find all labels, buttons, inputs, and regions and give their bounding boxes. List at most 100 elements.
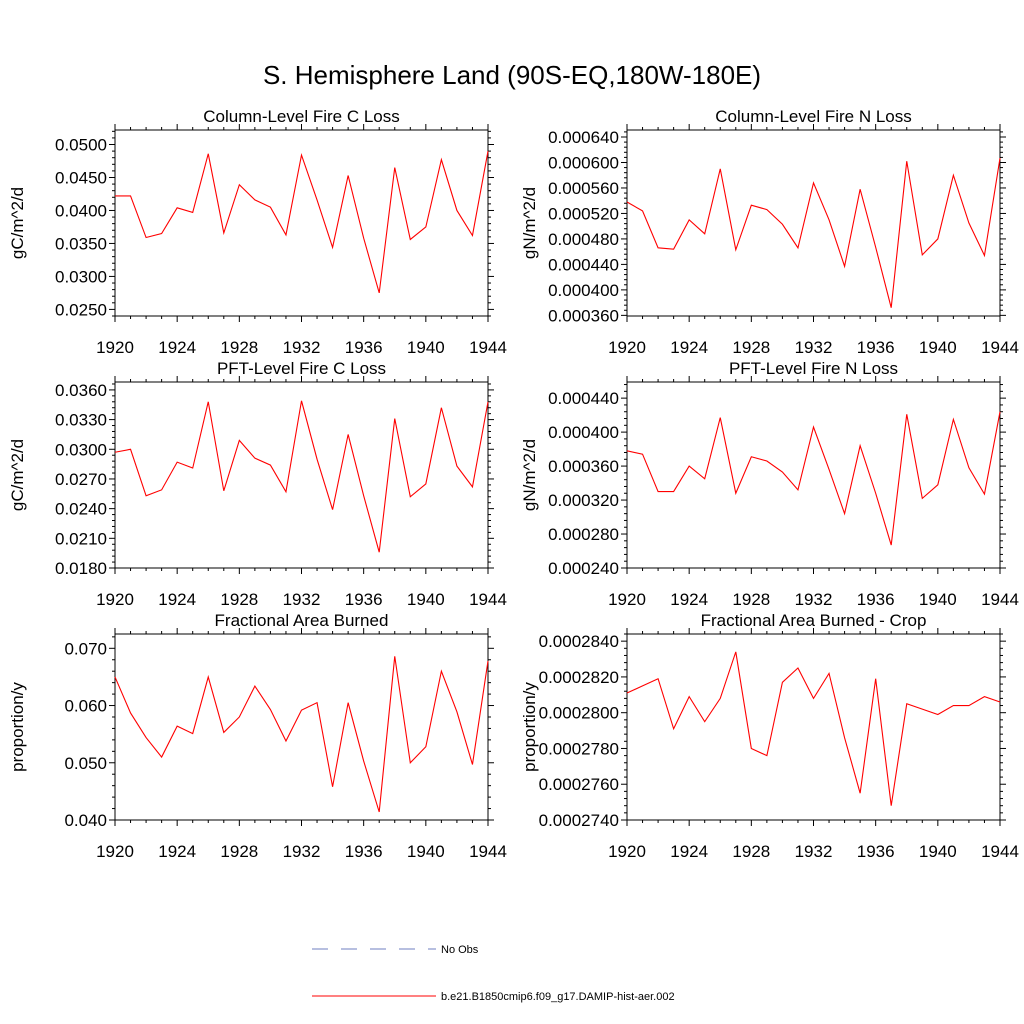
y-tick-label: 0.0002740 — [539, 811, 619, 830]
y-tick-label: 0.0300 — [55, 267, 107, 286]
y-tick-label: 0.0450 — [55, 168, 107, 187]
legend-label-1: No Obs — [441, 944, 479, 956]
series-line-1 — [114, 400, 489, 553]
y-tick-label: 0.0360 — [55, 381, 107, 400]
y-axis-label: gC/m^2/d — [8, 439, 27, 511]
x-tick-label: 1924 — [158, 842, 196, 861]
y-tick-label: 0.0270 — [55, 470, 107, 489]
x-tick-label: 1936 — [345, 842, 383, 861]
x-tick-label: 1932 — [283, 590, 321, 609]
series-line-1 — [114, 656, 489, 813]
x-tick-label: 1928 — [220, 590, 258, 609]
y-tick-label: 0.000360 — [548, 457, 619, 476]
figure-title: S. Hemisphere Land (90S-EQ,180W-180E) — [263, 60, 761, 90]
y-tick-label: 0.0002840 — [539, 632, 619, 651]
plot-frame — [114, 633, 489, 821]
panel-title: Fractional Area Burned — [215, 611, 389, 630]
x-tick-label: 1924 — [158, 590, 196, 609]
x-tick-label: 1920 — [608, 842, 646, 861]
x-tick-label: 1940 — [407, 338, 445, 357]
y-tick-label: 0.0500 — [55, 136, 107, 155]
x-tick-label: 1928 — [732, 590, 770, 609]
y-tick-label: 0.0350 — [55, 234, 107, 253]
x-tick-label: 1936 — [857, 338, 895, 357]
x-tick-label: 1928 — [220, 842, 258, 861]
panel-2: 1920 1924 1928 1932 1936 1940 1944 0.000360 0.00… — [520, 107, 1019, 357]
x-tick-label: 1924 — [670, 590, 708, 609]
x-tick-label: 1944 — [469, 338, 507, 357]
y-tick-label: 0.040 — [64, 811, 107, 830]
panel-4: 1920 1924 1928 1932 1936 1940 1944 0.000240 0.00… — [520, 359, 1019, 609]
x-tick-label: 1936 — [857, 590, 895, 609]
y-axis-label: proportion/y — [8, 682, 27, 772]
x-tick-label: 1932 — [283, 338, 321, 357]
x-tick-label: 1924 — [158, 338, 196, 357]
x-tick-label: 1920 — [96, 842, 134, 861]
legend: No Obs b.e21.B1850cmip6.f09_g17.DAMIP-his… — [312, 944, 675, 1003]
x-tick-label: 1940 — [919, 590, 957, 609]
y-tick-label: 0.0180 — [55, 559, 107, 578]
x-tick-label: 1940 — [919, 842, 957, 861]
x-tick-label: 1920 — [608, 590, 646, 609]
y-tick-label: 0.000240 — [548, 559, 619, 578]
series-line-1 — [626, 411, 1001, 546]
y-tick-label: 0.000280 — [548, 525, 619, 544]
y-tick-label: 0.050 — [64, 754, 107, 773]
y-tick-label: 0.000400 — [548, 281, 619, 300]
plot-frame — [626, 633, 1001, 821]
x-tick-label: 1924 — [670, 842, 708, 861]
x-tick-label: 1928 — [732, 842, 770, 861]
y-tick-label: 0.0210 — [55, 529, 107, 548]
y-tick-label: 0.000400 — [548, 423, 619, 442]
x-tick-label: 1944 — [469, 590, 507, 609]
y-tick-label: 0.000600 — [548, 153, 619, 172]
x-tick-label: 1932 — [795, 590, 833, 609]
series-line-1 — [626, 651, 1001, 806]
y-axis-label: gN/m^2/d — [520, 187, 539, 259]
y-axis-label: proportion/y — [520, 682, 539, 772]
x-tick-label: 1928 — [732, 338, 770, 357]
plot-frame — [114, 381, 489, 569]
y-axis-label: gC/m^2/d — [8, 187, 27, 259]
y-tick-label: 0.000560 — [548, 179, 619, 198]
y-tick-label: 0.0400 — [55, 201, 107, 220]
x-tick-label: 1920 — [608, 338, 646, 357]
y-tick-label: 0.0330 — [55, 411, 107, 430]
x-tick-label: 1920 — [96, 338, 134, 357]
panel-title: Column-Level Fire C Loss — [203, 107, 400, 126]
panel-5: 1920 1924 1928 1932 1936 1940 1944 0.040 0.050 0.… — [8, 611, 507, 861]
x-tick-label: 1936 — [345, 590, 383, 609]
panel-6: 1920 1924 1928 1932 1936 1940 1944 0.0002740 0.0… — [520, 611, 1019, 861]
panel-1: 1920 1924 1928 1932 1936 1940 1944 0.0250 0.0300… — [8, 107, 507, 357]
x-tick-label: 1944 — [981, 590, 1019, 609]
series-line-1 — [626, 157, 1001, 308]
x-tick-label: 1944 — [469, 842, 507, 861]
x-tick-label: 1936 — [857, 842, 895, 861]
y-tick-label: 0.0002800 — [539, 704, 619, 723]
panel-title: PFT-Level Fire N Loss — [729, 359, 898, 378]
plot-frame — [626, 381, 1001, 569]
y-tick-label: 0.070 — [64, 639, 107, 658]
panel-3: 1920 1924 1928 1932 1936 1940 1944 0.0180 0.0210… — [8, 359, 507, 609]
legend-label-2: b.e21.B1850cmip6.f09_g17.DAMIP-hist-aer.… — [441, 991, 675, 1003]
x-tick-label: 1932 — [795, 338, 833, 357]
y-tick-label: 0.0002820 — [539, 668, 619, 687]
x-tick-label: 1940 — [407, 590, 445, 609]
x-tick-label: 1940 — [407, 842, 445, 861]
x-tick-label: 1944 — [981, 842, 1019, 861]
y-tick-label: 0.000440 — [548, 255, 619, 274]
panel-title: Fractional Area Burned - Crop — [701, 611, 927, 630]
panels: 1920 1924 1928 1932 1936 1940 1944 0.0250 0.0300… — [8, 107, 1019, 861]
x-tick-label: 1932 — [283, 842, 321, 861]
y-tick-label: 0.000320 — [548, 491, 619, 510]
y-tick-label: 0.060 — [64, 697, 107, 716]
x-tick-label: 1924 — [670, 338, 708, 357]
x-tick-label: 1940 — [919, 338, 957, 357]
x-tick-label: 1928 — [220, 338, 258, 357]
panel-title: PFT-Level Fire C Loss — [217, 359, 386, 378]
plot-frame — [626, 129, 1001, 317]
y-tick-label: 0.0250 — [55, 300, 107, 319]
y-tick-label: 0.0002760 — [539, 775, 619, 794]
y-tick-label: 0.0240 — [55, 500, 107, 519]
